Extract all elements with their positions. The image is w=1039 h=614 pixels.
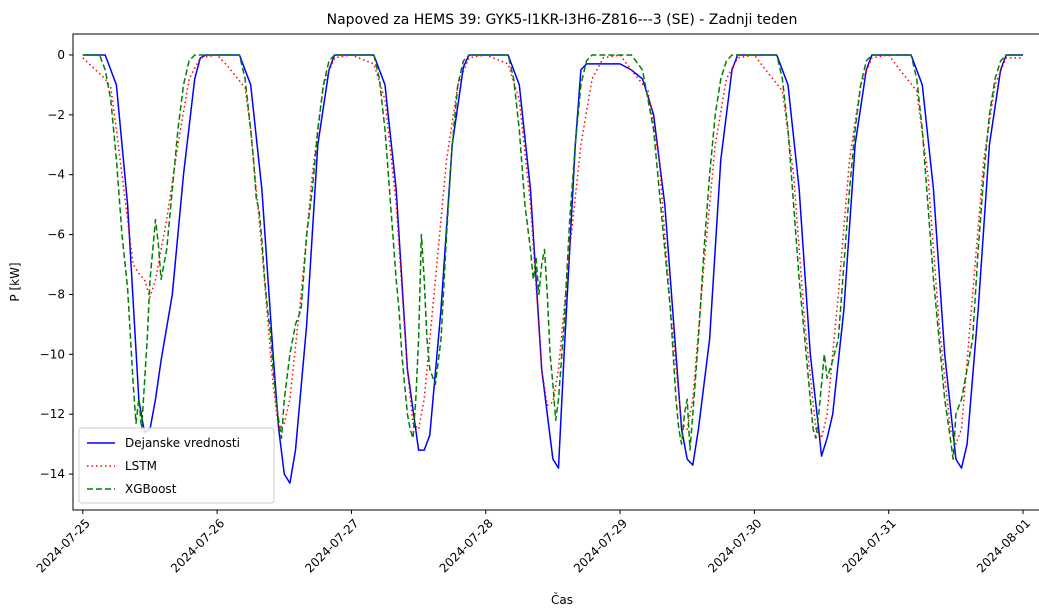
chart-title: Napoved za HEMS 39: GYK5-I1KR-I3H6-Z816-…: [327, 12, 798, 28]
y-axis: 0 −2 −4 −6 −8 −10 −12 −14: [40, 48, 73, 481]
y-tick-label: −2: [47, 108, 65, 122]
series-line-3: [82, 54, 1023, 460]
series-line-2: [82, 54, 1023, 445]
y-tick-label: −8: [47, 287, 65, 301]
y-tick-label: −12: [40, 407, 65, 421]
legend: Dejanske vrednosti LSTM XGBoost: [78, 427, 275, 504]
y-tick-label: −10: [40, 347, 65, 361]
legend-label: XGBoost: [125, 482, 177, 496]
legend-box: [78, 427, 275, 504]
y-tick-label: 0: [57, 48, 65, 62]
plot-frame: [72, 33, 1039, 511]
y-tick-label: −6: [47, 228, 65, 242]
plot-area: [82, 54, 1023, 484]
x-axis-label: Čas: [551, 592, 573, 607]
legend-label: LSTM: [125, 459, 157, 473]
y-tick-label: −4: [47, 168, 65, 182]
y-axis-label: P [kW]: [8, 262, 22, 301]
legend-label: Dejanske vrednosti: [125, 436, 240, 450]
y-tick-label: −14: [40, 467, 65, 481]
